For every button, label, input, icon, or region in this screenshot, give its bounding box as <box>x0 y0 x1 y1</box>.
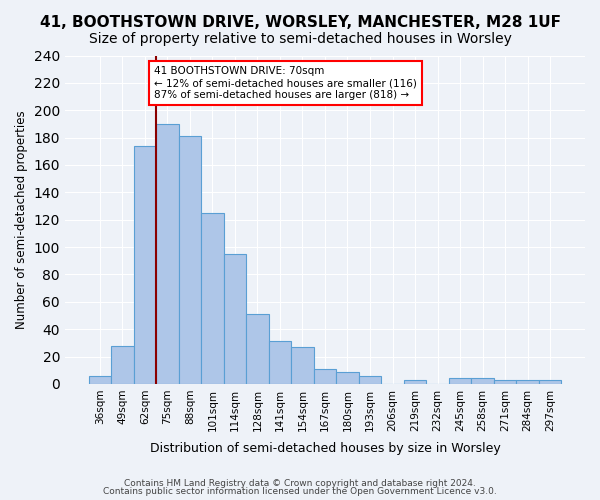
Bar <box>201 213 224 384</box>
Bar <box>404 380 426 384</box>
Text: Contains HM Land Registry data © Crown copyright and database right 2024.: Contains HM Land Registry data © Crown c… <box>124 478 476 488</box>
X-axis label: Distribution of semi-detached houses by size in Worsley: Distribution of semi-detached houses by … <box>149 442 500 455</box>
Bar <box>539 380 562 384</box>
Bar <box>111 346 134 384</box>
Bar <box>314 369 336 384</box>
Bar <box>494 380 517 384</box>
Bar <box>269 342 291 384</box>
Bar <box>89 376 111 384</box>
Bar <box>291 347 314 384</box>
Bar <box>336 372 359 384</box>
Text: 41 BOOTHSTOWN DRIVE: 70sqm
← 12% of semi-detached houses are smaller (116)
87% o: 41 BOOTHSTOWN DRIVE: 70sqm ← 12% of semi… <box>154 66 417 100</box>
Bar <box>517 380 539 384</box>
Bar <box>179 136 201 384</box>
Bar <box>134 146 156 384</box>
Bar <box>224 254 246 384</box>
Text: Contains public sector information licensed under the Open Government Licence v3: Contains public sector information licen… <box>103 487 497 496</box>
Y-axis label: Number of semi-detached properties: Number of semi-detached properties <box>15 110 28 329</box>
Bar <box>246 314 269 384</box>
Bar <box>156 124 179 384</box>
Text: 41, BOOTHSTOWN DRIVE, WORSLEY, MANCHESTER, M28 1UF: 41, BOOTHSTOWN DRIVE, WORSLEY, MANCHESTE… <box>40 15 560 30</box>
Bar <box>472 378 494 384</box>
Bar <box>359 376 381 384</box>
Text: Size of property relative to semi-detached houses in Worsley: Size of property relative to semi-detach… <box>89 32 511 46</box>
Bar <box>449 378 472 384</box>
